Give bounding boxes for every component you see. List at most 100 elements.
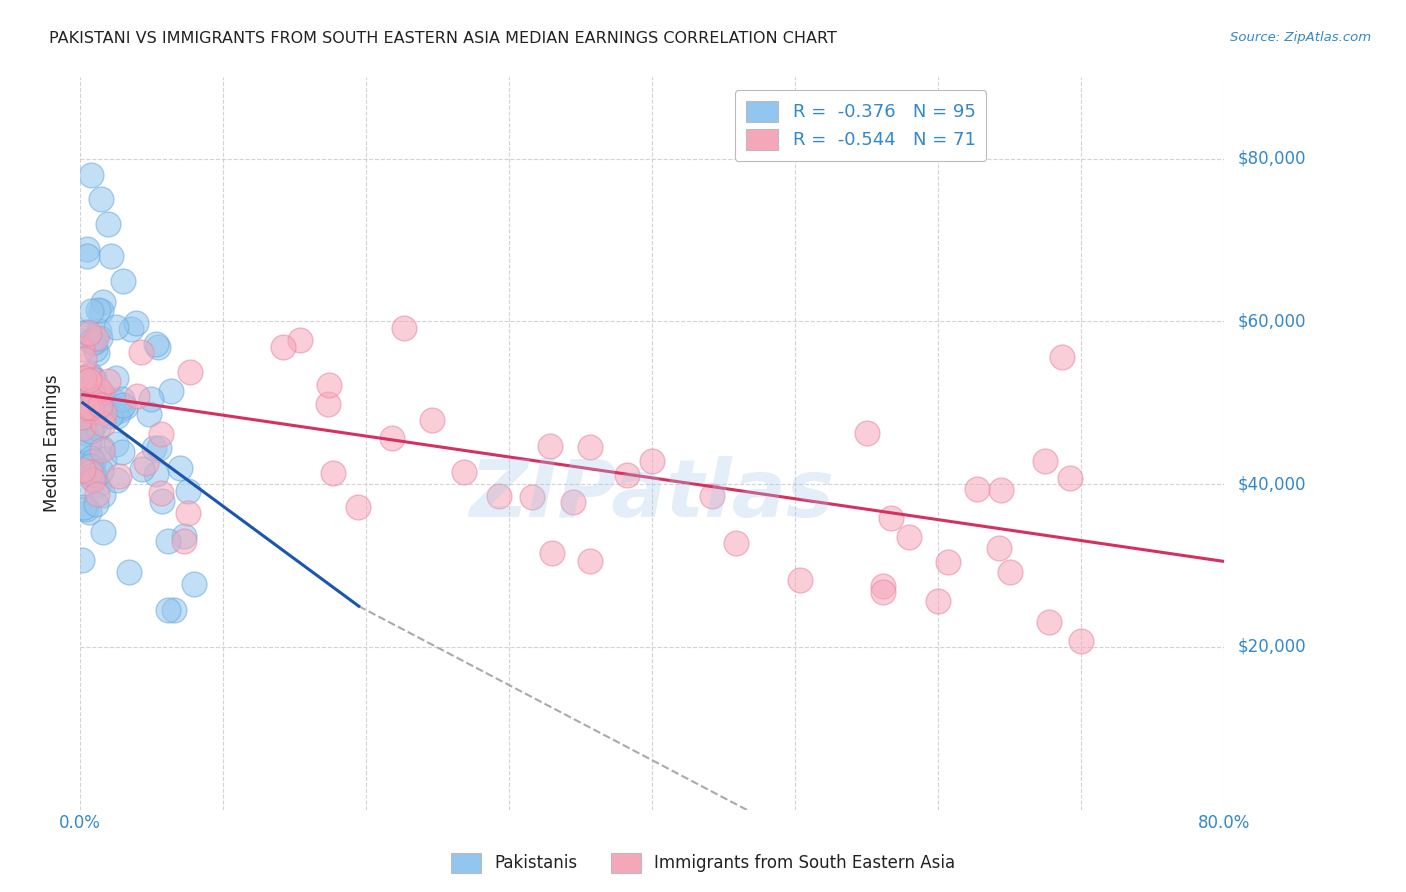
Point bbox=[1050, 350, 1073, 364]
Point bbox=[488, 490, 510, 504]
Point bbox=[179, 365, 201, 379]
Point bbox=[80, 401, 103, 416]
Point bbox=[82, 472, 104, 486]
Point bbox=[87, 302, 110, 317]
Point bbox=[86, 346, 108, 360]
Point bbox=[1070, 634, 1092, 648]
Point bbox=[108, 402, 131, 417]
Point bbox=[77, 436, 100, 450]
Point bbox=[72, 406, 94, 420]
Point bbox=[616, 467, 638, 482]
Point bbox=[1059, 471, 1081, 485]
Point bbox=[381, 431, 404, 445]
Point bbox=[145, 467, 167, 482]
Point bbox=[93, 417, 115, 432]
Point bbox=[76, 409, 98, 424]
Point bbox=[86, 497, 108, 511]
Y-axis label: Median Earnings: Median Earnings bbox=[44, 375, 60, 512]
Point bbox=[84, 417, 107, 431]
Text: $40,000: $40,000 bbox=[1239, 475, 1306, 493]
Text: $60,000: $60,000 bbox=[1239, 312, 1306, 330]
Point bbox=[872, 578, 894, 592]
Point bbox=[173, 529, 195, 543]
Point bbox=[73, 425, 96, 440]
Point bbox=[83, 334, 105, 349]
Point bbox=[125, 388, 148, 402]
Point bbox=[120, 321, 142, 335]
Point bbox=[100, 249, 122, 263]
Point bbox=[93, 406, 115, 420]
Point bbox=[141, 392, 163, 406]
Point bbox=[150, 494, 173, 508]
Point bbox=[990, 483, 1012, 498]
Point bbox=[90, 303, 112, 318]
Point bbox=[73, 456, 96, 470]
Point bbox=[111, 274, 134, 288]
Point bbox=[70, 342, 93, 356]
Point bbox=[288, 334, 311, 348]
Point bbox=[77, 434, 100, 448]
Point bbox=[87, 324, 110, 338]
Point bbox=[578, 554, 600, 568]
Point bbox=[105, 474, 128, 488]
Point bbox=[110, 445, 132, 459]
Point bbox=[93, 389, 115, 403]
Point bbox=[91, 443, 114, 458]
Point bbox=[80, 334, 103, 348]
Point bbox=[83, 335, 105, 350]
Point bbox=[90, 193, 112, 207]
Text: $80,000: $80,000 bbox=[1239, 150, 1306, 168]
Point bbox=[97, 217, 120, 231]
Point bbox=[72, 409, 94, 424]
Point bbox=[104, 320, 127, 334]
Point bbox=[125, 316, 148, 330]
Point bbox=[322, 466, 344, 480]
Point bbox=[87, 383, 110, 397]
Point bbox=[998, 565, 1021, 579]
Point bbox=[72, 463, 94, 477]
Point bbox=[129, 345, 152, 359]
Point bbox=[76, 401, 98, 415]
Point bbox=[97, 374, 120, 388]
Point bbox=[111, 392, 134, 406]
Point bbox=[540, 545, 562, 559]
Point bbox=[725, 536, 748, 550]
Point bbox=[80, 304, 103, 318]
Point bbox=[75, 325, 97, 339]
Point bbox=[145, 337, 167, 351]
Point bbox=[72, 421, 94, 435]
Point bbox=[641, 454, 664, 468]
Point bbox=[90, 441, 112, 455]
Point bbox=[148, 441, 170, 455]
Point bbox=[75, 501, 97, 516]
Point bbox=[79, 425, 101, 439]
Point bbox=[83, 342, 105, 356]
Point bbox=[131, 461, 153, 475]
Point bbox=[988, 541, 1011, 555]
Point bbox=[135, 456, 157, 470]
Point bbox=[77, 326, 100, 340]
Point bbox=[75, 403, 97, 417]
Point bbox=[80, 168, 103, 182]
Point bbox=[927, 593, 949, 607]
Point bbox=[177, 507, 200, 521]
Point bbox=[149, 427, 172, 442]
Point bbox=[111, 398, 134, 412]
Point bbox=[114, 400, 136, 414]
Point bbox=[77, 368, 100, 383]
Point bbox=[101, 393, 124, 408]
Point bbox=[91, 488, 114, 502]
Point bbox=[108, 469, 131, 483]
Point bbox=[80, 389, 103, 403]
Point bbox=[86, 421, 108, 435]
Point bbox=[90, 384, 112, 399]
Point bbox=[157, 534, 180, 549]
Point bbox=[82, 468, 104, 483]
Point bbox=[138, 407, 160, 421]
Point bbox=[98, 409, 121, 423]
Point bbox=[87, 383, 110, 397]
Point bbox=[77, 504, 100, 518]
Point bbox=[82, 464, 104, 478]
Point bbox=[177, 483, 200, 498]
Point bbox=[89, 398, 111, 412]
